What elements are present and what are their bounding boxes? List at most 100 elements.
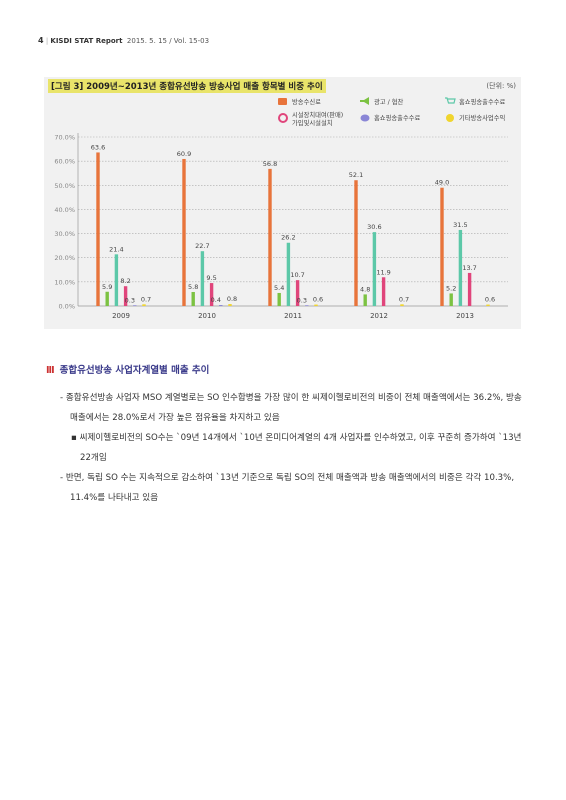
bar — [354, 180, 358, 306]
x-tick-label: 2012 — [370, 312, 388, 320]
legend-label: 광고 / 협찬 — [374, 97, 404, 106]
gear-icon — [278, 113, 288, 123]
bar — [200, 251, 205, 306]
data-label: 22.7 — [195, 242, 209, 250]
bullet-dash: - — [60, 473, 64, 483]
data-label: 4.8 — [360, 285, 370, 293]
bar — [295, 280, 300, 306]
data-label: 49.0 — [435, 179, 449, 187]
data-label: 0.6 — [313, 296, 323, 304]
x-tick-label: 2013 — [456, 312, 474, 320]
bar — [191, 291, 195, 306]
figure-panel: 0.0% 10.0% 20.0% 30.0% 40.0% 50.0% 60.0% 70.0% 6… — [44, 77, 521, 329]
bar — [458, 229, 463, 306]
y-tick-label: 40.0% — [54, 206, 75, 214]
bar-chart: 0.0% 10.0% 20.0% 30.0% 40.0% 50.0% 60.0% 70.0% 6… — [54, 97, 508, 320]
y-tick-label: 10.0% — [54, 278, 75, 286]
data-label: 31.5 — [453, 221, 467, 229]
bar — [314, 304, 318, 306]
coins-icon — [360, 114, 370, 122]
data-label: 5.2 — [446, 284, 456, 292]
x-tick-label: 2010 — [198, 312, 216, 320]
y-tick-label: 50.0% — [54, 182, 75, 190]
bar — [467, 272, 472, 306]
bar — [268, 168, 272, 306]
bar — [363, 294, 367, 306]
x-tick-label: 2009 — [112, 312, 130, 320]
megaphone-icon — [360, 97, 369, 105]
header-separator: | — [45, 37, 49, 45]
bar — [182, 158, 186, 306]
bar — [114, 254, 119, 306]
data-label: 9.5 — [206, 274, 216, 282]
y-tick-label: 0.0% — [58, 303, 75, 311]
data-label: 0.3 — [297, 296, 307, 304]
bar — [305, 305, 309, 306]
y-tick-label: 20.0% — [54, 254, 75, 262]
bar — [228, 304, 232, 306]
bar — [96, 152, 100, 306]
bar — [372, 232, 377, 306]
data-label: 5.9 — [102, 283, 112, 291]
y-tick-label: 60.0% — [54, 158, 75, 166]
bar — [440, 187, 444, 306]
paragraph-text: 씨제이헬로비전의 SO수는 `09년 14개에서 `10년 온미디어계열의 4개… — [79, 433, 522, 463]
bar — [449, 293, 453, 306]
legend-label: 방송수신료 — [292, 97, 321, 106]
data-label: 21.4 — [109, 245, 123, 253]
unit-label: (단위: %) — [486, 82, 516, 90]
cart-icon — [445, 97, 456, 104]
paragraph-text: 종합유선방송 사업자 MSO 계열별로는 SO 인수합병을 가장 많이 한 씨제… — [65, 393, 522, 423]
data-label: 5.8 — [188, 283, 198, 291]
bar — [400, 304, 404, 306]
paragraph-2: ▪ 씨제이헬로비전의 SO수는 `09년 14개에서 `10년 온미디어계열의 … — [60, 428, 530, 468]
bullet-square: ▪ — [71, 433, 77, 443]
bar — [133, 305, 137, 306]
data-label: 0.6 — [485, 296, 495, 304]
coin-icon — [446, 114, 454, 122]
data-label: 0.7 — [399, 295, 409, 303]
bar — [209, 283, 214, 306]
page-header: 4 | KISDI STAT Report 2015. 5. 15 / Vol.… — [38, 36, 209, 45]
legend-label: 홈쇼핑송출수수료 — [459, 97, 506, 106]
tv-icon — [278, 98, 287, 105]
bar — [219, 305, 223, 306]
data-label: 0.4 — [211, 296, 221, 304]
data-label: 5.4 — [274, 284, 284, 292]
body-text: - 종합유선방송 사업자 MSO 계열별로는 SO 인수합병을 가장 많이 한 … — [60, 388, 530, 508]
data-label: 30.6 — [367, 223, 381, 231]
figure-title: [그림 3] 2009년~2013년 종합유선방송 방송사업 매출 항목별 비중… — [48, 79, 326, 93]
data-label: 26.2 — [281, 234, 295, 242]
bar — [381, 277, 386, 306]
data-label: 63.6 — [91, 143, 105, 151]
paragraph-text: 반면, 독립 SO 수는 지속적으로 감소하여 `13년 기준으로 독립 SO의… — [65, 473, 515, 503]
y-tick-label: 70.0% — [54, 134, 75, 142]
data-label: 10.7 — [290, 271, 304, 279]
bar — [142, 304, 146, 306]
report-issue: 2015. 5. 15 / Vol. 15-03 — [126, 37, 210, 45]
section-mark: III — [46, 365, 55, 376]
report-name: KISDI STAT Report — [50, 37, 123, 45]
bullet-dash: - — [60, 393, 64, 403]
data-label: 56.8 — [263, 160, 277, 168]
legend-label: 홈쇼핑송출수수료 — [374, 113, 421, 122]
data-label: 60.9 — [177, 150, 191, 158]
page-number: 4 — [38, 36, 44, 45]
y-tick-label: 30.0% — [54, 230, 75, 238]
paragraph-3: - 반면, 독립 SO 수는 지속적으로 감소하여 `13년 기준으로 독립 S… — [60, 468, 530, 508]
bar — [105, 291, 109, 306]
data-label: 0.7 — [141, 295, 151, 303]
x-tick-label: 2011 — [284, 312, 302, 320]
paragraph-1: - 종합유선방송 사업자 MSO 계열별로는 SO 인수합병을 가장 많이 한 … — [60, 388, 530, 428]
section-heading: III 종합유선방송 사업자계열별 매출 추이 — [46, 362, 209, 376]
data-label: 8.2 — [120, 277, 130, 285]
bar — [123, 286, 128, 306]
legend-label: 시설장치대여(판매) 가입및시설설치 — [292, 110, 343, 127]
data-label: 13.7 — [462, 264, 476, 272]
bar — [277, 292, 281, 306]
bar — [486, 304, 490, 306]
data-label: 52.1 — [349, 171, 363, 179]
data-label: 11.9 — [376, 268, 390, 276]
bar — [286, 242, 291, 306]
data-label: 0.3 — [125, 296, 135, 304]
